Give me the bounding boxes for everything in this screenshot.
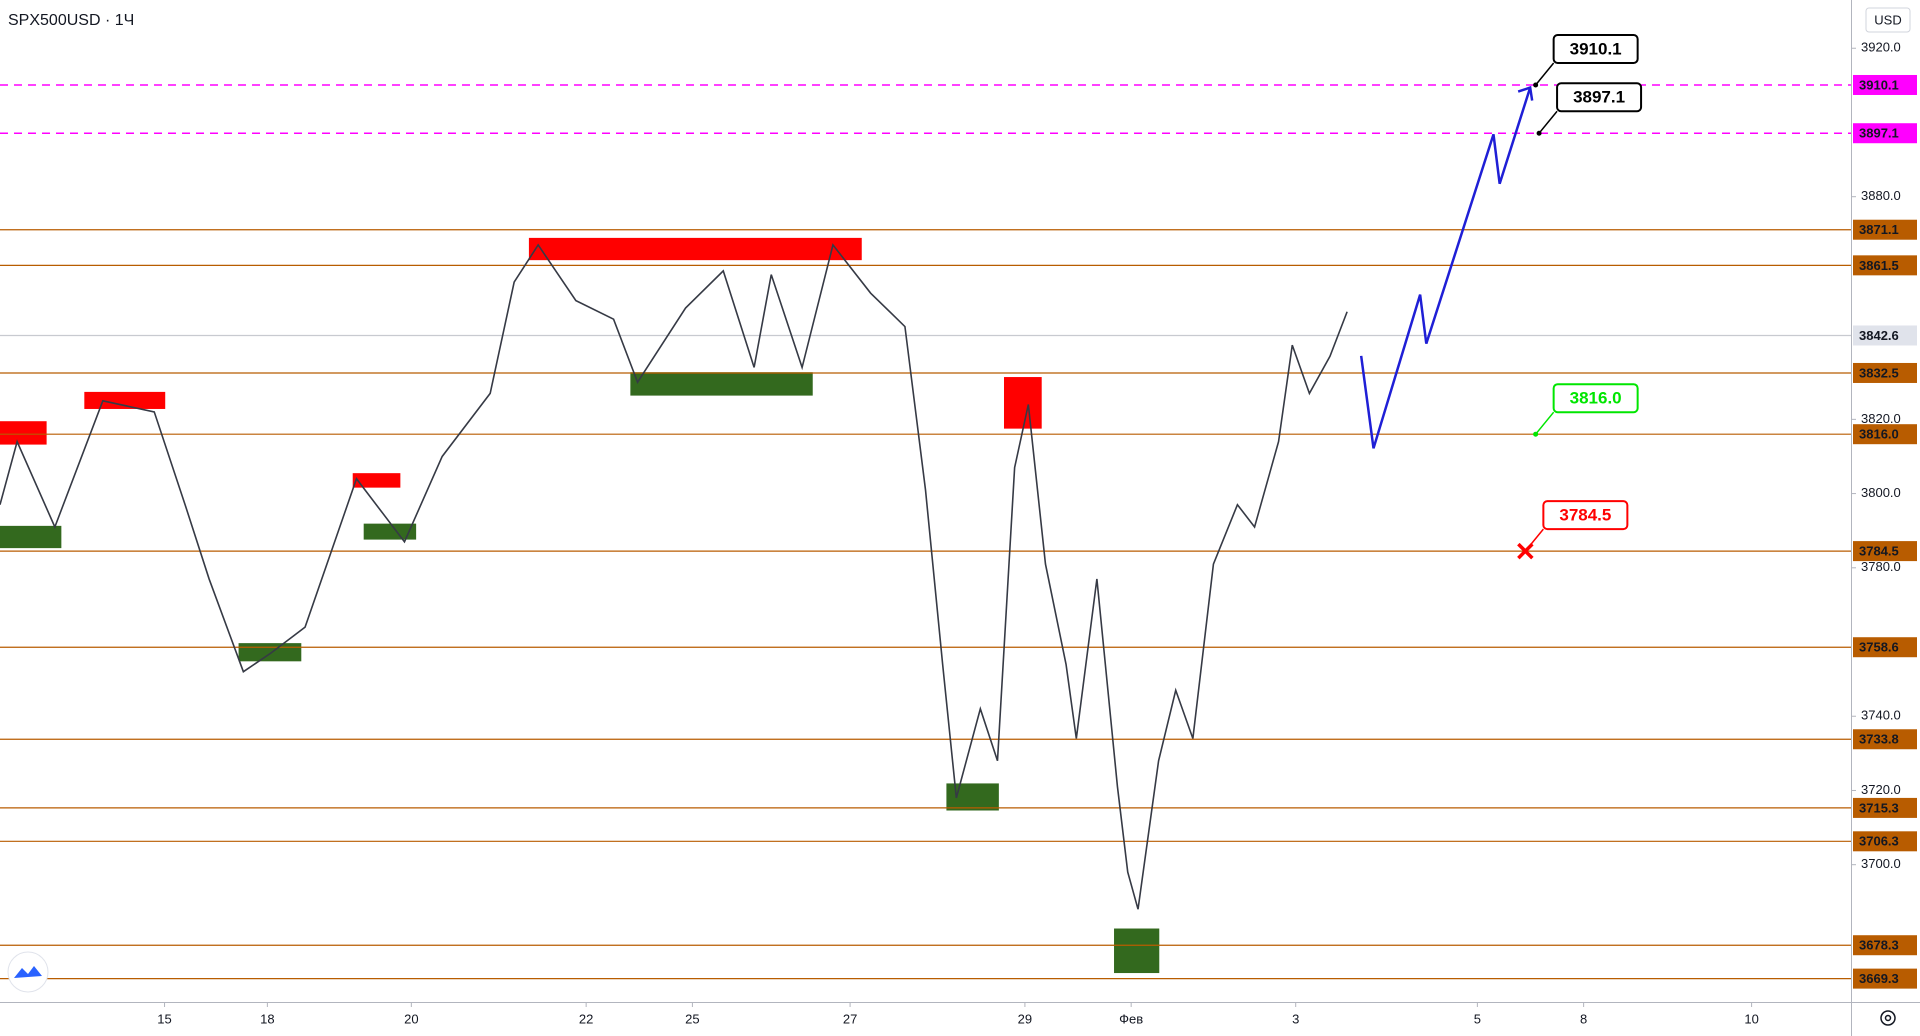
callout-label: 3784.5 (1559, 506, 1611, 525)
level-label-bg (1853, 74, 1917, 95)
callout-leader (1535, 62, 1555, 86)
zone (363, 523, 417, 540)
level-label: 3678.3 (1859, 938, 1899, 953)
cross-marker (1517, 542, 1534, 560)
level-label-bg (1853, 362, 1917, 383)
x-tick-label: 15 (157, 1011, 171, 1026)
callout-label: 3910.1 (1570, 39, 1622, 58)
zone (1003, 377, 1042, 429)
x-tick-label: 10 (1744, 1011, 1758, 1026)
level-label-bg (1853, 255, 1917, 276)
level-label: 3706.3 (1859, 834, 1899, 849)
price-line (0, 243, 1348, 910)
level-label: 3861.5 (1859, 258, 1899, 273)
level-label-bg (1853, 797, 1917, 818)
x-tick-label: Фев (1119, 1011, 1143, 1026)
zone (0, 525, 62, 549)
callout-leader (1538, 110, 1558, 134)
y-tick-label: 3880.0 (1861, 188, 1901, 203)
zone (352, 473, 401, 488)
level-label: 3910.1 (1859, 77, 1899, 92)
logo[interactable] (7, 951, 49, 993)
callout-dot (1533, 431, 1539, 437)
zone (528, 237, 862, 261)
zone (946, 783, 999, 811)
level-label-bg (1853, 729, 1917, 750)
level-label-bg (1853, 325, 1917, 346)
level-label: 3897.1 (1859, 126, 1899, 141)
level-label-bg (1853, 541, 1917, 562)
y-tick-label: 3920.0 (1861, 40, 1901, 55)
x-tick-label: 22 (579, 1011, 593, 1026)
y-tick-label: 3820.0 (1861, 411, 1901, 426)
x-tick-label: 8 (1580, 1011, 1587, 1026)
x-tick-label: 27 (843, 1011, 857, 1026)
level-label-bg (1853, 935, 1917, 956)
callout-label: 3816.0 (1570, 389, 1622, 408)
level-label: 3816.0 (1859, 427, 1899, 442)
zone (1114, 928, 1160, 974)
settings-icon[interactable] (1880, 1010, 1896, 1026)
callout-box (1552, 33, 1639, 64)
callout-dot (1533, 82, 1539, 88)
callout-box (1552, 383, 1639, 414)
level-label: 3871.1 (1859, 222, 1899, 237)
level-label: 3784.5 (1859, 544, 1899, 559)
level-label: 3758.6 (1859, 640, 1899, 655)
zone (84, 391, 166, 409)
x-tick-label: 3 (1292, 1011, 1299, 1026)
x-tick-label: 20 (404, 1011, 418, 1026)
symbol-title: SPX500USD · 1Ч (8, 12, 134, 29)
y-tick-label: 3800.0 (1861, 485, 1901, 500)
y-tick-label: 3720.0 (1861, 782, 1901, 797)
x-tick-label: 18 (260, 1011, 274, 1026)
currency-box[interactable] (1865, 7, 1911, 33)
y-tick-label: 3780.0 (1861, 559, 1901, 574)
x-tick-label: 5 (1474, 1011, 1481, 1026)
callout-box (1556, 82, 1643, 113)
arrow-head (1517, 85, 1534, 101)
level-label-bg (1853, 637, 1917, 658)
callout-leader (1535, 411, 1555, 435)
callout-dot (1536, 130, 1542, 136)
y-tick-label: 3740.0 (1861, 708, 1901, 723)
level-label-bg (1853, 968, 1917, 989)
level-label: 3715.3 (1859, 800, 1899, 815)
level-label: 3832.5 (1859, 365, 1899, 380)
zone (238, 643, 302, 662)
level-label-bg (1853, 123, 1917, 144)
x-tick-label: 25 (685, 1011, 699, 1026)
zone (0, 421, 47, 445)
level-label-bg (1853, 219, 1917, 240)
projection-line (1359, 87, 1532, 449)
level-label-bg (1853, 831, 1917, 852)
x-tick-label: 29 (1018, 1011, 1032, 1026)
level-label: 3669.3 (1859, 971, 1899, 986)
level-label-bg (1853, 424, 1917, 445)
zone (630, 372, 813, 396)
callout-label: 3897.1 (1573, 88, 1625, 107)
callout-box (1542, 500, 1629, 531)
level-label: 3733.8 (1859, 732, 1899, 747)
currency: USD (1874, 12, 1901, 27)
plot: 3910.1 3897.1 3816.0 3784.5 (0, 33, 1851, 980)
level-label: 3842.6 (1859, 328, 1899, 343)
y-tick-label: 3700.0 (1861, 856, 1901, 871)
